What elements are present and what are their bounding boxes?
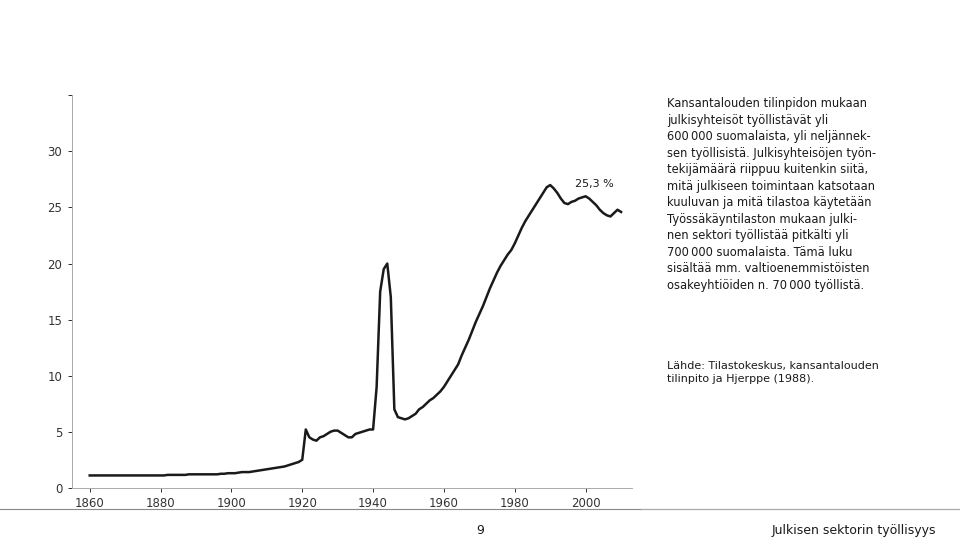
Text: Julkisen sektorin työllisyys: Julkisen sektorin työllisyys: [772, 524, 936, 537]
Text: tähän päivään 1860-2010 (%): tähän päivään 1860-2010 (%): [158, 48, 358, 61]
Text: Kansantalouden tilinpidon mukaan
julkisyhteisöt työllistävät yli
600 000 suomala: Kansantalouden tilinpidon mukaan julkisy…: [667, 97, 876, 292]
Text: Lähde: Tilastokeskus, kansantalouden
tilinpito ja Hjerppe (1988).: Lähde: Tilastokeskus, kansantalouden til…: [667, 361, 878, 384]
Text: Kuvio 6.: Kuvio 6.: [72, 23, 133, 37]
Text: 25,3 %: 25,3 %: [575, 179, 613, 189]
Text: Julkisyhteisöjen osuus työllisyydestä autonomian ajalta: Julkisyhteisöjen osuus työllisyydestä au…: [158, 23, 527, 37]
Text: 9: 9: [476, 524, 484, 537]
